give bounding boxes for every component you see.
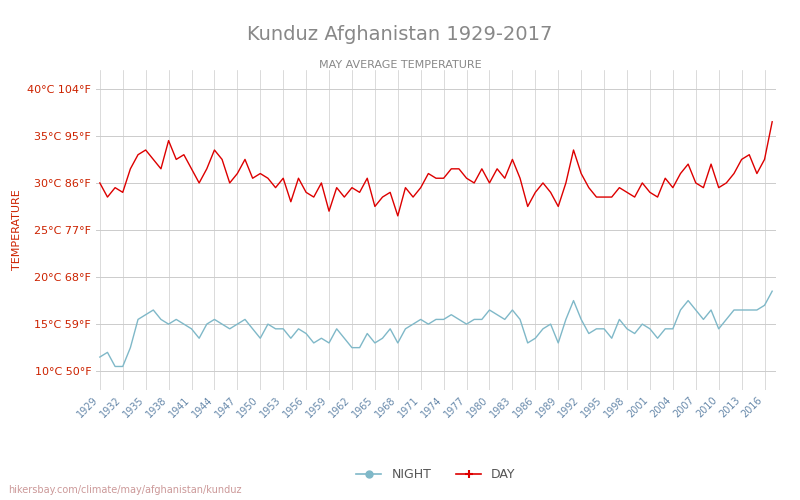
Y-axis label: TEMPERATURE: TEMPERATURE (12, 190, 22, 270)
Legend: NIGHT, DAY: NIGHT, DAY (351, 463, 521, 486)
Text: MAY AVERAGE TEMPERATURE: MAY AVERAGE TEMPERATURE (318, 60, 482, 70)
Text: Kunduz Afghanistan 1929-2017: Kunduz Afghanistan 1929-2017 (247, 25, 553, 44)
Text: hikersbay.com/climate/may/afghanistan/kunduz: hikersbay.com/climate/may/afghanistan/ku… (8, 485, 242, 495)
